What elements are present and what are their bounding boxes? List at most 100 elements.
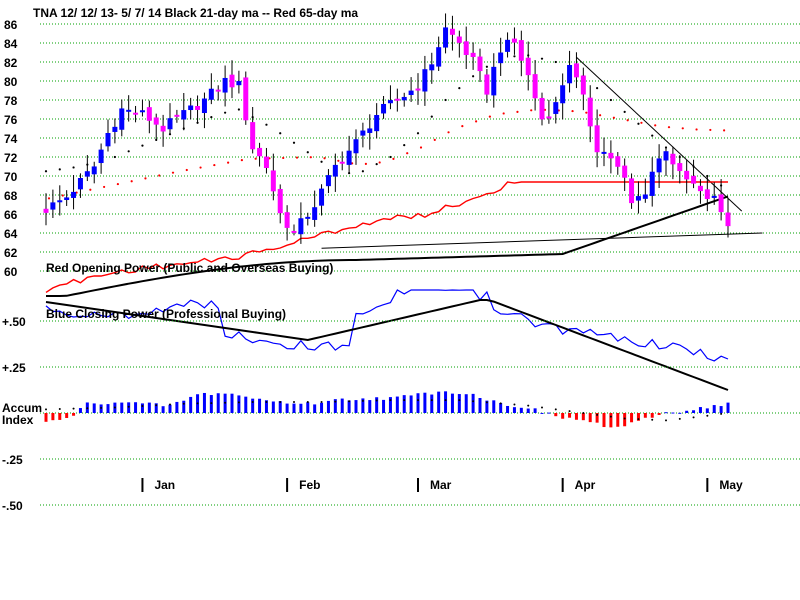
accum-ma-dot-24 <box>210 402 213 405</box>
candle-70 <box>525 41 531 91</box>
accum-bar-38 <box>306 402 310 413</box>
candle-69 <box>518 30 524 77</box>
candle-body-90 <box>663 151 669 161</box>
ma21-dot-64 <box>485 65 488 68</box>
candle-body-54 <box>415 88 421 91</box>
candle-body-68 <box>511 38 517 43</box>
candle-31 <box>257 142 263 167</box>
ma65-dot-10 <box>116 182 119 186</box>
candle-body-28 <box>236 81 242 86</box>
accum-ma-dot-50 <box>389 399 392 402</box>
candle-81 <box>601 137 607 167</box>
ma65-dot-76 <box>571 109 574 113</box>
ma21-dot-88 <box>651 134 654 137</box>
candle-body-33 <box>270 170 276 192</box>
ma21-dot-56 <box>430 115 433 118</box>
accum-bar-67 <box>506 405 510 413</box>
accum-bar-74 <box>554 413 558 417</box>
accum-tick-0: +.50 <box>2 315 26 329</box>
power-lines <box>45 181 729 391</box>
accum-ma-dot-64 <box>485 401 488 404</box>
price-tick-72: 72 <box>4 151 18 165</box>
price-tick-64: 64 <box>4 227 18 241</box>
candle-body-57 <box>436 47 442 67</box>
candle-body-0 <box>43 208 49 213</box>
candle-53 <box>408 77 414 102</box>
accum-ma-dot-74 <box>554 408 557 411</box>
candle-body-89 <box>656 158 662 173</box>
candle-40 <box>319 184 325 216</box>
accum-bar-31 <box>258 398 262 413</box>
candle-body-84 <box>622 165 628 178</box>
accum-ma-dot-92 <box>678 417 681 420</box>
candle-90 <box>663 146 669 176</box>
accum-bar-35 <box>285 403 289 413</box>
accum-ma-dot-62 <box>472 400 475 403</box>
price-tick-74: 74 <box>4 132 18 146</box>
accum-bar-1 <box>51 413 55 421</box>
accum-bar-86 <box>636 413 640 421</box>
accum-bar-90 <box>664 412 668 414</box>
blue-closing-power-line <box>45 289 729 362</box>
candle-97 <box>711 182 717 205</box>
ma65-dot-84 <box>626 119 629 122</box>
candle-72 <box>539 92 545 126</box>
candle-43 <box>339 151 345 171</box>
month-label-Mar: Mar <box>430 478 452 492</box>
candle-64 <box>484 68 490 103</box>
accum-bar-11 <box>120 402 124 413</box>
candle-body-65 <box>491 66 497 96</box>
chart-title: TNA 12/ 12/ 13- 5/ 7/ 14 Black 21-day ma… <box>33 6 358 20</box>
candle-body-81 <box>601 151 607 154</box>
candle-88 <box>649 157 655 207</box>
candle-body-14 <box>139 110 145 113</box>
candle-body-93 <box>684 170 690 180</box>
candle-body-96 <box>704 189 710 200</box>
candle-body-87 <box>642 194 648 199</box>
candle-36 <box>291 224 297 236</box>
ma21-dot-28 <box>237 108 240 111</box>
accum-label-line1: Accum <box>2 401 42 415</box>
candle-body-24 <box>208 88 214 100</box>
accum-ma-dot-86 <box>637 418 640 421</box>
candle-76 <box>567 50 573 93</box>
candle-body-4 <box>71 191 77 198</box>
ma65-dot-70 <box>530 109 533 112</box>
ma65-dot-30 <box>254 157 257 160</box>
candle-80 <box>594 109 600 168</box>
candle-4 <box>71 175 77 210</box>
candle-10 <box>112 118 118 144</box>
candle-66 <box>498 37 504 76</box>
candle-body-50 <box>387 100 393 104</box>
candle-56 <box>429 52 435 84</box>
candle-body-20 <box>181 110 187 120</box>
candle-body-67 <box>505 39 511 52</box>
accum-bar-70 <box>526 408 530 413</box>
accum-bar-23 <box>202 392 206 413</box>
candle-91 <box>670 146 676 180</box>
accum-ma-dot-22 <box>196 402 199 405</box>
accum-ma-dot-26 <box>224 401 227 404</box>
accum-ma-dot-58 <box>444 399 447 402</box>
month-label-May: May <box>719 478 743 492</box>
accum-bar-87 <box>643 413 647 418</box>
accum-bar-97 <box>712 405 716 413</box>
candle-body-1 <box>50 202 56 210</box>
accum-bar-60 <box>457 394 461 413</box>
candle-body-45 <box>353 139 359 154</box>
accum-ma-dot-98 <box>720 412 723 415</box>
ma21-dot-46 <box>361 170 364 173</box>
month-label-Apr: Apr <box>575 478 596 492</box>
candle-body-8 <box>98 149 104 164</box>
ma21-dot-14 <box>141 144 144 147</box>
candle-body-9 <box>105 133 111 147</box>
accum-bar-15 <box>147 402 151 413</box>
candle-body-37 <box>298 218 304 235</box>
candle-18 <box>167 103 173 134</box>
accum-ma-dot-52 <box>403 399 406 402</box>
candle-59 <box>449 15 455 51</box>
price-axis: 60 62 64 66 68 70 72 74 76 78 80 82 84 86 <box>4 18 18 279</box>
accum-bar-80 <box>595 413 599 423</box>
accum-bar-45 <box>354 400 358 413</box>
